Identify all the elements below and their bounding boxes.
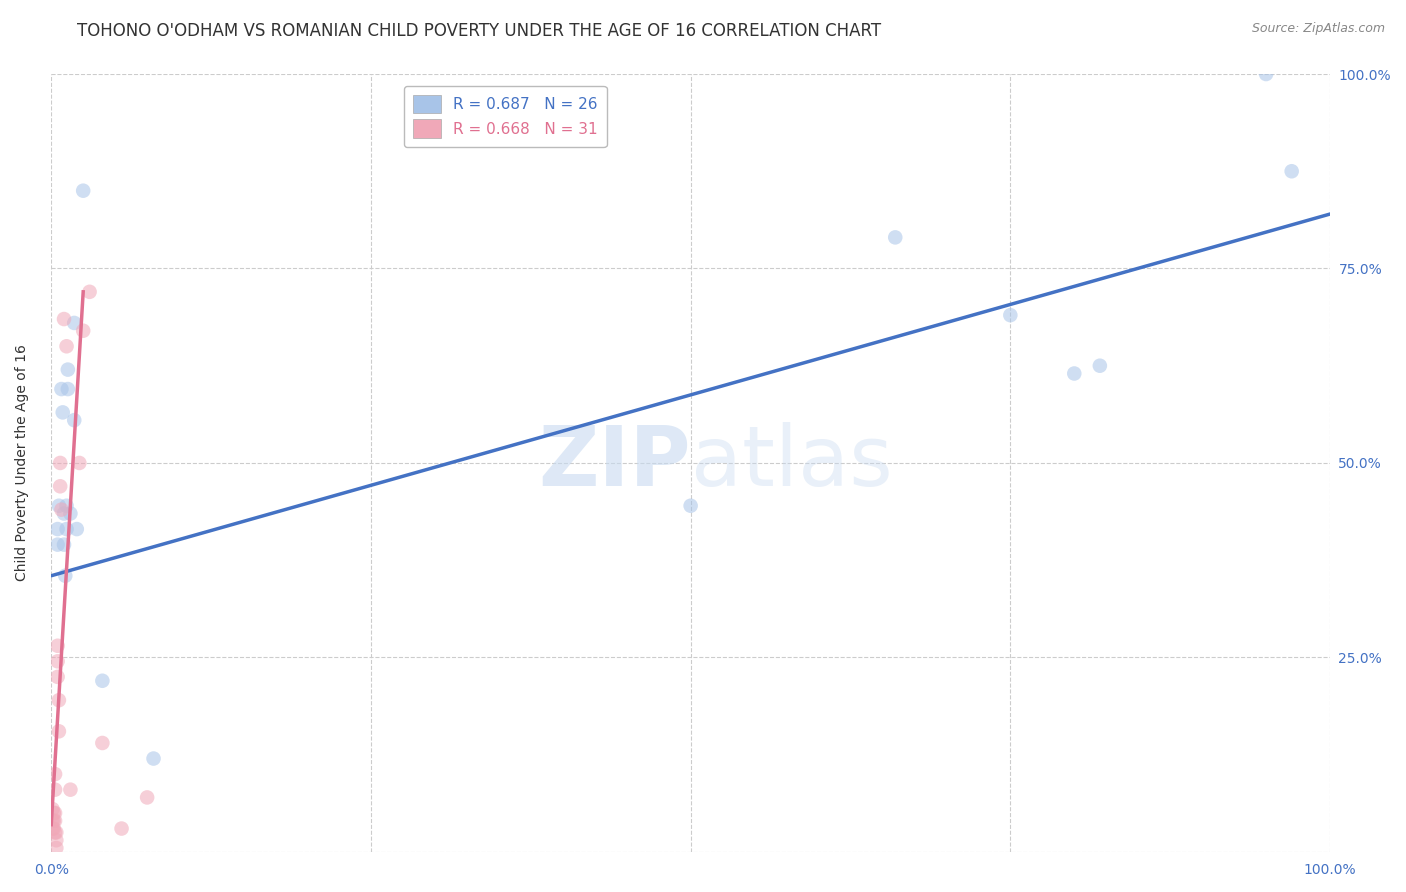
Point — [79, 285, 101, 299]
Point — [59, 507, 82, 521]
Point — [67, 456, 90, 470]
Point — [42, 814, 65, 828]
Point — [46, 670, 69, 684]
Point — [55, 522, 77, 536]
Text: Source: ZipAtlas.com: Source: ZipAtlas.com — [1251, 22, 1385, 36]
Legend: R = 0.687   N = 26, R = 0.668   N = 31: R = 0.687 N = 26, R = 0.668 N = 31 — [404, 86, 606, 147]
Point — [53, 507, 76, 521]
Point — [44, 805, 66, 820]
Point — [48, 693, 70, 707]
Point — [55, 339, 77, 353]
Point — [49, 456, 72, 470]
Point — [66, 522, 89, 536]
Point — [51, 382, 73, 396]
Point — [91, 673, 114, 688]
Point — [56, 382, 79, 396]
Point — [45, 833, 67, 847]
Point — [1088, 359, 1111, 373]
Point — [44, 782, 66, 797]
Point — [44, 814, 66, 828]
Point — [52, 405, 75, 419]
Point — [1063, 367, 1085, 381]
Point — [72, 324, 94, 338]
Point — [44, 767, 66, 781]
Point — [46, 538, 69, 552]
Point — [46, 522, 69, 536]
Point — [41, 822, 63, 836]
Point — [56, 362, 79, 376]
Point — [46, 654, 69, 668]
Point — [142, 751, 165, 765]
Point — [42, 805, 65, 820]
Text: ZIP: ZIP — [538, 423, 690, 503]
Point — [44, 825, 66, 839]
Point — [49, 479, 72, 493]
Point — [48, 499, 70, 513]
Point — [41, 802, 63, 816]
Point — [1281, 164, 1303, 178]
Point — [53, 568, 76, 582]
Point — [51, 502, 73, 516]
Point — [41, 814, 63, 828]
Point — [1000, 308, 1022, 322]
Point — [63, 316, 86, 330]
Point — [45, 825, 67, 839]
Point — [136, 790, 159, 805]
Point — [53, 538, 76, 552]
Point — [42, 822, 65, 836]
Point — [679, 499, 702, 513]
Point — [72, 184, 94, 198]
Point — [45, 841, 67, 855]
Point — [91, 736, 114, 750]
Text: atlas: atlas — [690, 423, 893, 503]
Point — [59, 782, 82, 797]
Point — [1254, 67, 1277, 81]
Point — [63, 413, 86, 427]
Point — [55, 499, 77, 513]
Point — [46, 639, 69, 653]
Y-axis label: Child Poverty Under the Age of 16: Child Poverty Under the Age of 16 — [15, 344, 30, 582]
Point — [48, 724, 70, 739]
Point — [884, 230, 907, 244]
Point — [53, 312, 76, 326]
Point — [110, 822, 132, 836]
Text: TOHONO O'ODHAM VS ROMANIAN CHILD POVERTY UNDER THE AGE OF 16 CORRELATION CHART: TOHONO O'ODHAM VS ROMANIAN CHILD POVERTY… — [77, 22, 882, 40]
